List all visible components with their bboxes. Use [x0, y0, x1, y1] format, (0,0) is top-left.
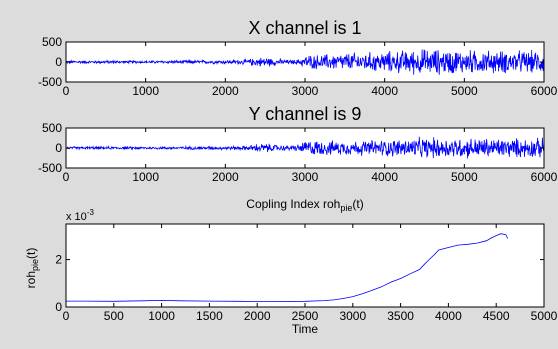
- x-tick-label: 4000: [371, 84, 398, 98]
- ylabel-tail: (t): [24, 248, 38, 259]
- y-tick-label: 0: [55, 141, 62, 155]
- series-line: [65, 49, 545, 75]
- y-tick-label: -500: [38, 161, 62, 175]
- title-main: Copling Index roh: [246, 197, 340, 211]
- x-tick-label: 6000: [531, 170, 558, 184]
- x-tick-label: 3500: [387, 309, 414, 323]
- y-axis-multiplier: x 10-3: [66, 208, 94, 223]
- x-tick-label: 6000: [531, 84, 558, 98]
- y-tick-label: 500: [42, 121, 62, 135]
- x-tick-label: 2000: [212, 84, 239, 98]
- ylabel-main: roh: [24, 271, 38, 288]
- axes-area: [66, 224, 544, 307]
- subplot-title: X channel is 1: [248, 18, 361, 38]
- y-tick-label: -500: [38, 75, 62, 89]
- x-tick-label: 1000: [132, 170, 159, 184]
- y-tick-label: 2: [55, 253, 62, 267]
- y-axis-label: rohpie(t): [24, 248, 40, 289]
- x-tick-label: 1500: [196, 309, 223, 323]
- x-tick-label: 0: [63, 170, 70, 184]
- x-tick-label: 2500: [292, 309, 319, 323]
- subplot-title: Copling Index rohpie(t): [246, 197, 363, 213]
- x-tick-label: 5000: [531, 309, 558, 323]
- series-line: [66, 233, 509, 302]
- multiplier-exp: -3: [87, 208, 95, 217]
- x-tick-label: 1000: [148, 309, 175, 323]
- title-tail: (t): [352, 197, 363, 211]
- subplot-x-channel: X channel is 1 0 1000 2000 3000 4000 5000 6000…: [38, 18, 558, 98]
- series-line: [65, 136, 545, 159]
- subplot-title: Y channel is 9: [249, 104, 362, 124]
- x-tick-label: 1000: [132, 84, 159, 98]
- x-tick-label: 2000: [212, 170, 239, 184]
- x-tick-label: 4000: [371, 170, 398, 184]
- subplot-coupling-index: Copling Index rohpie(t) x 10-3 rohpie(t)…: [24, 197, 558, 336]
- x-tick-label: 500: [104, 309, 124, 323]
- x-tick-label: 3000: [339, 309, 366, 323]
- x-tick-label: 4000: [435, 309, 462, 323]
- multiplier-base: x 10: [66, 211, 87, 223]
- x-tick-label: 4500: [483, 309, 510, 323]
- x-tick-label: 0: [63, 84, 70, 98]
- x-tick-label: 5000: [451, 170, 478, 184]
- ylabel-sub: pie: [30, 259, 40, 271]
- x-axis-label: Time: [292, 322, 319, 336]
- x-tick-label: 2000: [244, 309, 271, 323]
- subplot-y-channel: Y channel is 9 0 1000 2000 3000 4000 5000 6000…: [38, 104, 558, 184]
- x-tick-label: 3000: [292, 84, 319, 98]
- y-tick-label: 0: [55, 55, 62, 69]
- x-tick-label: 5000: [451, 84, 478, 98]
- y-tick-label: 500: [42, 35, 62, 49]
- y-tick-label: 0: [55, 300, 62, 314]
- x-tick-label: 0: [63, 309, 70, 323]
- x-tick-label: 3000: [292, 170, 319, 184]
- title-sub: pie: [340, 203, 352, 213]
